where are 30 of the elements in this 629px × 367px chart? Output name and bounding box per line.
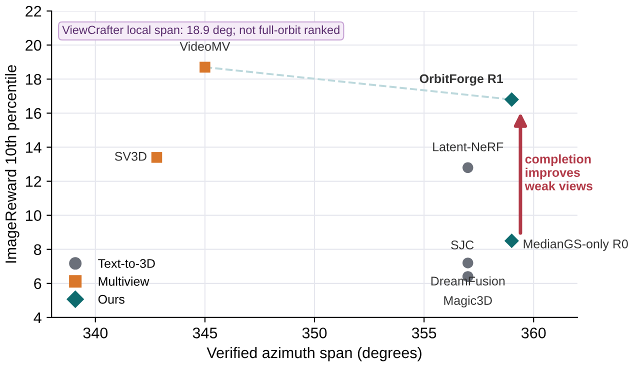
y-tick-label: 20	[26, 40, 42, 51]
annotation: VideoMV	[180, 42, 230, 51]
annotation: ViewCrafter local span: 18.9 deg; not full-orbit ranked	[62, 25, 340, 36]
annotation: SV3D	[114, 152, 146, 161]
annotation: DreamFusion	[431, 276, 505, 286]
annotation: SJC	[451, 240, 474, 250]
y-tick-label: 8	[34, 244, 42, 256]
legend-label: Ours	[98, 294, 124, 304]
y-tick-label: 14	[26, 142, 42, 153]
legend-label: Text-to-3D	[98, 259, 155, 268]
y-tick-label: 22	[26, 6, 42, 17]
y-tick-label: 18	[26, 74, 42, 85]
x-tick-label: 345	[192, 328, 218, 338]
y-tick-label: 4	[34, 312, 42, 323]
legend-label: Multiview	[98, 276, 150, 286]
x-tick-label: 355	[412, 328, 436, 338]
annotation: Magic3D	[444, 296, 492, 308]
y-tick-label: 16	[26, 108, 42, 119]
y-tick-label: 6	[34, 278, 42, 290]
annotation: Latent-NeRF	[433, 142, 504, 152]
y-tick-label: 12	[26, 176, 42, 187]
y-axis-title: ImageReward 10th percentile	[5, 65, 20, 263]
annotation: OrbitForge R1	[420, 74, 504, 86]
x-tick-label: 340	[83, 328, 108, 338]
x-axis-title: Verified azimuth span (degrees)	[206, 346, 422, 362]
annotation: MedianGS-only R0	[524, 239, 628, 251]
x-tick-label: 350	[302, 328, 327, 338]
y-tick-label: 10	[26, 210, 42, 221]
x-tick-label: 360	[521, 328, 546, 338]
annotation: completion improves weak views	[524, 154, 592, 190]
